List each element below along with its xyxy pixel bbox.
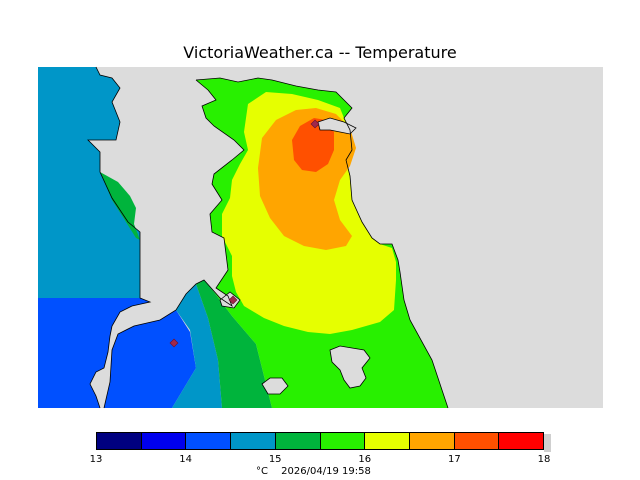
island-south-2 xyxy=(261,377,289,395)
colorbar-segment xyxy=(186,433,232,449)
colorbar-segment xyxy=(499,433,544,449)
timestamp-label: 2026/04/19 19:58 xyxy=(281,466,371,477)
colorbar-segment xyxy=(275,433,321,449)
station-markers xyxy=(169,119,320,348)
coastline-west xyxy=(87,66,152,409)
contour-band-15-south xyxy=(172,284,222,408)
map-title: VictoriaWeather.ca -- Temperature xyxy=(183,43,457,62)
station-marker[interactable] xyxy=(228,295,238,305)
contour-band-15-5-west xyxy=(100,172,140,240)
footer-caption: °C 2026/04/19 19:58 xyxy=(256,466,381,477)
colorbar-tick-label: 16 xyxy=(358,454,372,465)
colorbar-tick-label: 14 xyxy=(179,454,192,465)
colorbar-tick-label: 13 xyxy=(89,454,103,465)
contour-band-14-5 xyxy=(38,298,150,408)
colorbar-segment xyxy=(231,433,276,449)
colorbar xyxy=(96,432,544,450)
colorbar-segment xyxy=(141,433,187,449)
units-label: °C xyxy=(256,466,268,477)
contour-band-15-5-south xyxy=(196,280,272,408)
colorbar-tick-label: 17 xyxy=(448,454,461,465)
colorbar-segment xyxy=(454,433,500,449)
station-marker[interactable] xyxy=(310,119,320,129)
contour-band-14-5-south xyxy=(104,310,196,408)
colorbar-segment xyxy=(409,433,455,449)
colorbar-segment xyxy=(320,433,366,449)
station-marker[interactable] xyxy=(169,338,179,348)
coastline-mid xyxy=(103,79,245,409)
contour-band-17-5 xyxy=(292,118,334,172)
coastline-east xyxy=(195,77,449,409)
colorbar-segment xyxy=(97,433,142,449)
colorbar-tick-label: 15 xyxy=(268,454,282,465)
island-south-1 xyxy=(329,345,371,389)
colorbar-shadow xyxy=(544,434,551,452)
contour-band-15 xyxy=(38,67,140,298)
colorbar-segment xyxy=(365,433,410,449)
colorbar-tick-label: 18 xyxy=(537,454,551,465)
